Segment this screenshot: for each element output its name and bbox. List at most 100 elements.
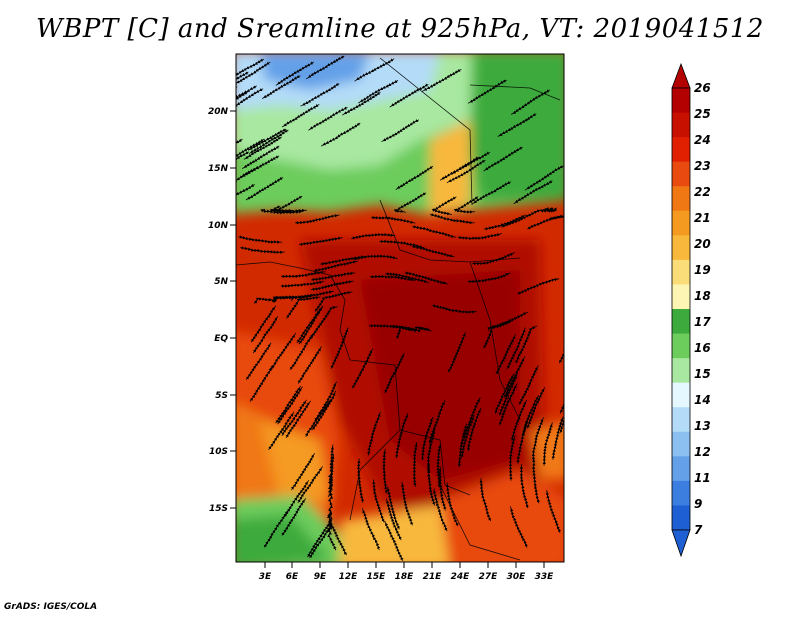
streamline <box>238 235 283 244</box>
lat-axis: 20N 15N 10N 5N EQ 5S 10S 15S <box>208 107 236 514</box>
streamline <box>275 61 314 86</box>
lon-tick-label: 12E <box>339 572 359 582</box>
streamline <box>381 119 420 143</box>
streamline <box>341 91 381 116</box>
colorbar-label: 21 <box>694 211 711 225</box>
streamline <box>447 331 466 373</box>
streamline <box>327 475 334 518</box>
colorbar-label: 16 <box>694 341 711 355</box>
streamline <box>540 207 557 213</box>
colorbar-swatch <box>672 284 690 310</box>
lon-tick-label: 18E <box>395 572 415 582</box>
streamline <box>545 490 562 533</box>
streamline <box>438 466 447 511</box>
colorbar-bottom-arrow <box>671 529 691 558</box>
colorbar-label: 9 <box>694 497 702 511</box>
streamline <box>314 291 353 312</box>
colorbar-label: 26 <box>694 81 711 95</box>
streamline <box>431 196 457 216</box>
streamline <box>503 356 526 398</box>
colorbar-swatch <box>672 112 690 138</box>
streamline <box>267 295 311 303</box>
streamline <box>250 305 277 343</box>
streamline <box>393 192 427 213</box>
colorbar-swatch <box>672 259 690 285</box>
streamline <box>330 327 349 369</box>
streamline <box>467 79 507 104</box>
streamline <box>463 396 481 440</box>
colorbar-label: 20 <box>694 237 711 251</box>
streamline <box>269 205 307 214</box>
streamline <box>471 181 512 205</box>
streamline <box>305 398 332 437</box>
colorbar-swatch <box>672 358 690 384</box>
colorbar-label: 12 <box>694 445 711 459</box>
streamline <box>240 246 285 254</box>
colorbar-swatch <box>672 137 690 163</box>
streamline <box>285 400 312 439</box>
streamline <box>240 155 280 178</box>
streamline <box>382 448 389 494</box>
lon-tick-label: 21E <box>423 572 443 582</box>
lat-tick-label: 5N <box>214 277 228 287</box>
colorbar-label: 15 <box>694 367 711 381</box>
colorbar-swatch <box>672 480 690 506</box>
streamline <box>372 479 385 523</box>
streamline <box>467 272 511 284</box>
streamline <box>422 68 462 92</box>
streamline <box>479 478 492 522</box>
streamline <box>311 271 356 282</box>
streamline <box>432 304 477 314</box>
streamline <box>412 442 418 487</box>
colorbar-swatch <box>672 309 690 335</box>
colorbar-swatch <box>672 161 690 187</box>
colorbar-label: 22 <box>694 185 711 199</box>
lon-tick-label: 6E <box>286 572 299 582</box>
streamline <box>508 435 516 481</box>
colorbar-swatch <box>672 88 690 114</box>
colorbar-label: 25 <box>694 107 711 121</box>
colorbar-label: 14 <box>694 393 711 407</box>
streamline <box>531 457 540 504</box>
lon-tick-label: 27E <box>479 572 499 582</box>
streamline <box>351 348 374 389</box>
streamline <box>354 58 395 82</box>
streamline <box>379 239 425 249</box>
chart-title: WBPT [C] and Sreamline at 925hPa, VT: 20… <box>36 14 764 44</box>
streamline <box>236 91 249 115</box>
streamline <box>453 196 479 214</box>
lon-tick-label: 30E <box>507 572 527 582</box>
colorbar: 26 25 24 23 22 21 20 19 18 17 16 15 14 1… <box>671 62 711 558</box>
colorbar-swatch <box>672 186 690 212</box>
colorbar-top-arrow <box>671 62 691 89</box>
streamline <box>295 214 340 225</box>
lat-tick-label: 15N <box>208 164 229 174</box>
streamline <box>509 506 528 548</box>
colorbar-swatch <box>672 431 690 457</box>
streamline <box>483 146 523 172</box>
streamline <box>395 413 409 459</box>
streamline <box>513 180 553 205</box>
colorbar-label: 17 <box>694 315 711 329</box>
colorbar-swatch <box>672 505 690 531</box>
streamline <box>362 507 381 551</box>
streamline <box>368 324 414 332</box>
colorbar-label: 24 <box>694 133 711 147</box>
colorbar-label: 18 <box>694 289 711 303</box>
streamline <box>501 209 543 228</box>
streamline <box>518 365 539 405</box>
colorbar-label: 19 <box>694 263 711 277</box>
streamline <box>559 373 564 414</box>
streamline <box>245 176 284 201</box>
lon-tick-label: 9E <box>314 572 327 582</box>
streamline <box>236 58 264 81</box>
streamline <box>371 216 416 224</box>
streamline <box>445 482 459 527</box>
streamline <box>236 138 265 162</box>
streamline <box>497 113 537 137</box>
colorbar-label: 13 <box>694 419 711 433</box>
streamline <box>558 326 564 364</box>
streamline <box>320 122 361 147</box>
streamline <box>517 278 560 295</box>
